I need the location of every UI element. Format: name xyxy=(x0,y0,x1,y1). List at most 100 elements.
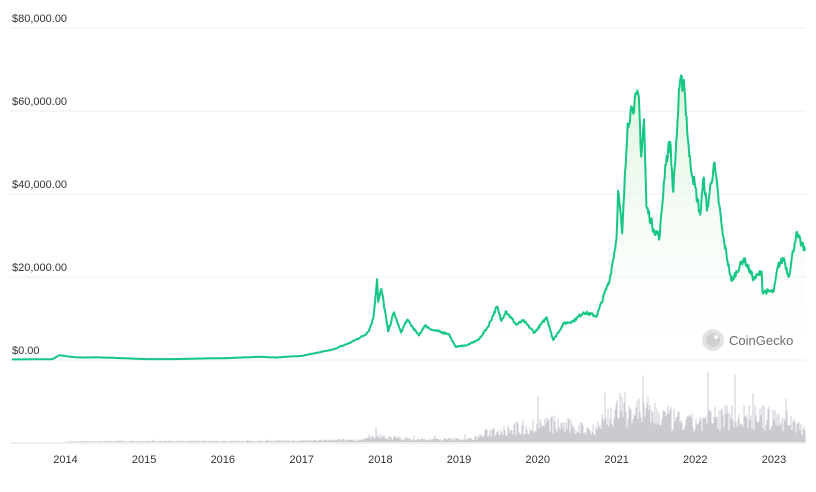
volume-bar xyxy=(157,441,159,442)
volume-bar xyxy=(572,427,574,442)
volume-bar xyxy=(643,402,645,442)
volume-bar xyxy=(246,440,248,442)
volume-bar xyxy=(195,441,197,442)
volume-bar xyxy=(403,440,405,442)
volume-bar xyxy=(612,427,614,442)
volume-bar xyxy=(189,441,191,442)
volume-bar xyxy=(239,441,241,442)
volume-bar xyxy=(546,417,548,442)
volume-bar xyxy=(479,434,481,442)
volume-bar xyxy=(112,441,114,442)
volume-bar xyxy=(367,438,369,442)
volume-bar xyxy=(97,441,99,442)
volume-bar xyxy=(101,441,103,442)
volume-bar xyxy=(234,441,236,442)
volume-bar xyxy=(108,441,110,442)
volume-bar xyxy=(683,429,685,442)
volume-bar xyxy=(110,440,112,442)
volume-bar xyxy=(548,418,550,442)
volume-bar xyxy=(104,441,106,442)
volume-bar xyxy=(524,434,526,442)
volume-bar xyxy=(502,434,504,442)
volume-bar xyxy=(446,439,448,442)
volume-bar xyxy=(454,440,456,442)
volume-bar xyxy=(361,439,363,442)
volume-bar xyxy=(406,437,408,442)
volume-bar xyxy=(656,408,658,442)
volume-bar xyxy=(608,426,610,442)
volume-bar xyxy=(329,440,331,442)
volume-bar xyxy=(364,438,366,442)
volume-bar xyxy=(278,440,280,442)
volume-bar xyxy=(358,439,360,442)
volume-bar xyxy=(441,440,443,442)
volume-bar xyxy=(514,422,516,442)
volume-bar xyxy=(107,441,109,442)
volume-bar xyxy=(794,421,796,442)
volume-bar xyxy=(162,441,164,442)
volume-bar xyxy=(344,440,346,442)
volume-bar xyxy=(735,422,737,442)
volume-bar xyxy=(417,438,419,442)
volume-bar xyxy=(511,430,513,442)
volume-bar xyxy=(720,410,722,442)
volume-bar xyxy=(330,439,332,442)
volume-bar xyxy=(596,429,598,442)
volume-bar xyxy=(727,412,729,442)
volume-bar xyxy=(203,440,205,442)
volume-bar xyxy=(416,439,418,442)
volume-bar xyxy=(301,440,303,442)
volume-bar xyxy=(674,421,676,442)
volume-bar xyxy=(342,439,344,442)
volume-bar xyxy=(392,439,394,442)
volume-bar xyxy=(513,424,515,442)
volume-bar xyxy=(557,417,559,442)
volume-bar xyxy=(349,439,351,442)
volume-bar xyxy=(713,417,715,442)
volume-bar xyxy=(652,412,654,442)
volume-bar xyxy=(621,397,623,442)
volume-bar xyxy=(464,434,466,442)
volume-bar xyxy=(255,441,257,442)
volume-bar xyxy=(396,438,398,442)
volume-bar xyxy=(388,436,390,442)
volume-bar xyxy=(117,441,119,442)
volume-bar xyxy=(213,441,215,442)
volume-bar xyxy=(319,440,321,442)
volume-bar xyxy=(475,436,477,442)
volume-bar xyxy=(455,437,457,442)
volume-bar xyxy=(84,441,86,442)
volume-bar xyxy=(279,440,281,442)
volume-bar xyxy=(476,439,478,442)
volume-bar xyxy=(308,441,310,442)
volume-bars xyxy=(65,371,806,442)
volume-bar xyxy=(521,425,523,442)
volume-bar xyxy=(182,441,184,442)
volume-bar xyxy=(748,405,750,442)
volume-bar xyxy=(129,441,131,442)
volume-bar xyxy=(172,441,174,442)
volume-bar xyxy=(670,406,672,442)
volume-bar xyxy=(209,441,211,442)
volume-bar xyxy=(256,441,258,442)
volume-bar xyxy=(123,441,125,442)
volume-bar xyxy=(788,425,790,442)
volume-bar xyxy=(693,432,695,442)
volume-bar xyxy=(672,429,674,442)
volume-bar xyxy=(428,440,430,442)
volume-bar xyxy=(100,441,102,442)
volume-bar xyxy=(357,441,359,442)
volume-bar xyxy=(289,441,291,442)
volume-bar xyxy=(499,434,501,442)
volume-bar xyxy=(70,441,72,442)
volume-bar xyxy=(336,439,338,442)
volume-bar xyxy=(512,434,514,442)
volume-bar xyxy=(227,441,229,442)
volume-bar xyxy=(224,440,226,442)
volume-bar xyxy=(507,425,509,442)
volume-bar xyxy=(506,435,508,442)
volume-bar xyxy=(186,441,188,442)
volume-bar xyxy=(243,441,245,442)
x-tick-label: 2015 xyxy=(132,454,156,466)
volume-bar xyxy=(712,423,714,442)
